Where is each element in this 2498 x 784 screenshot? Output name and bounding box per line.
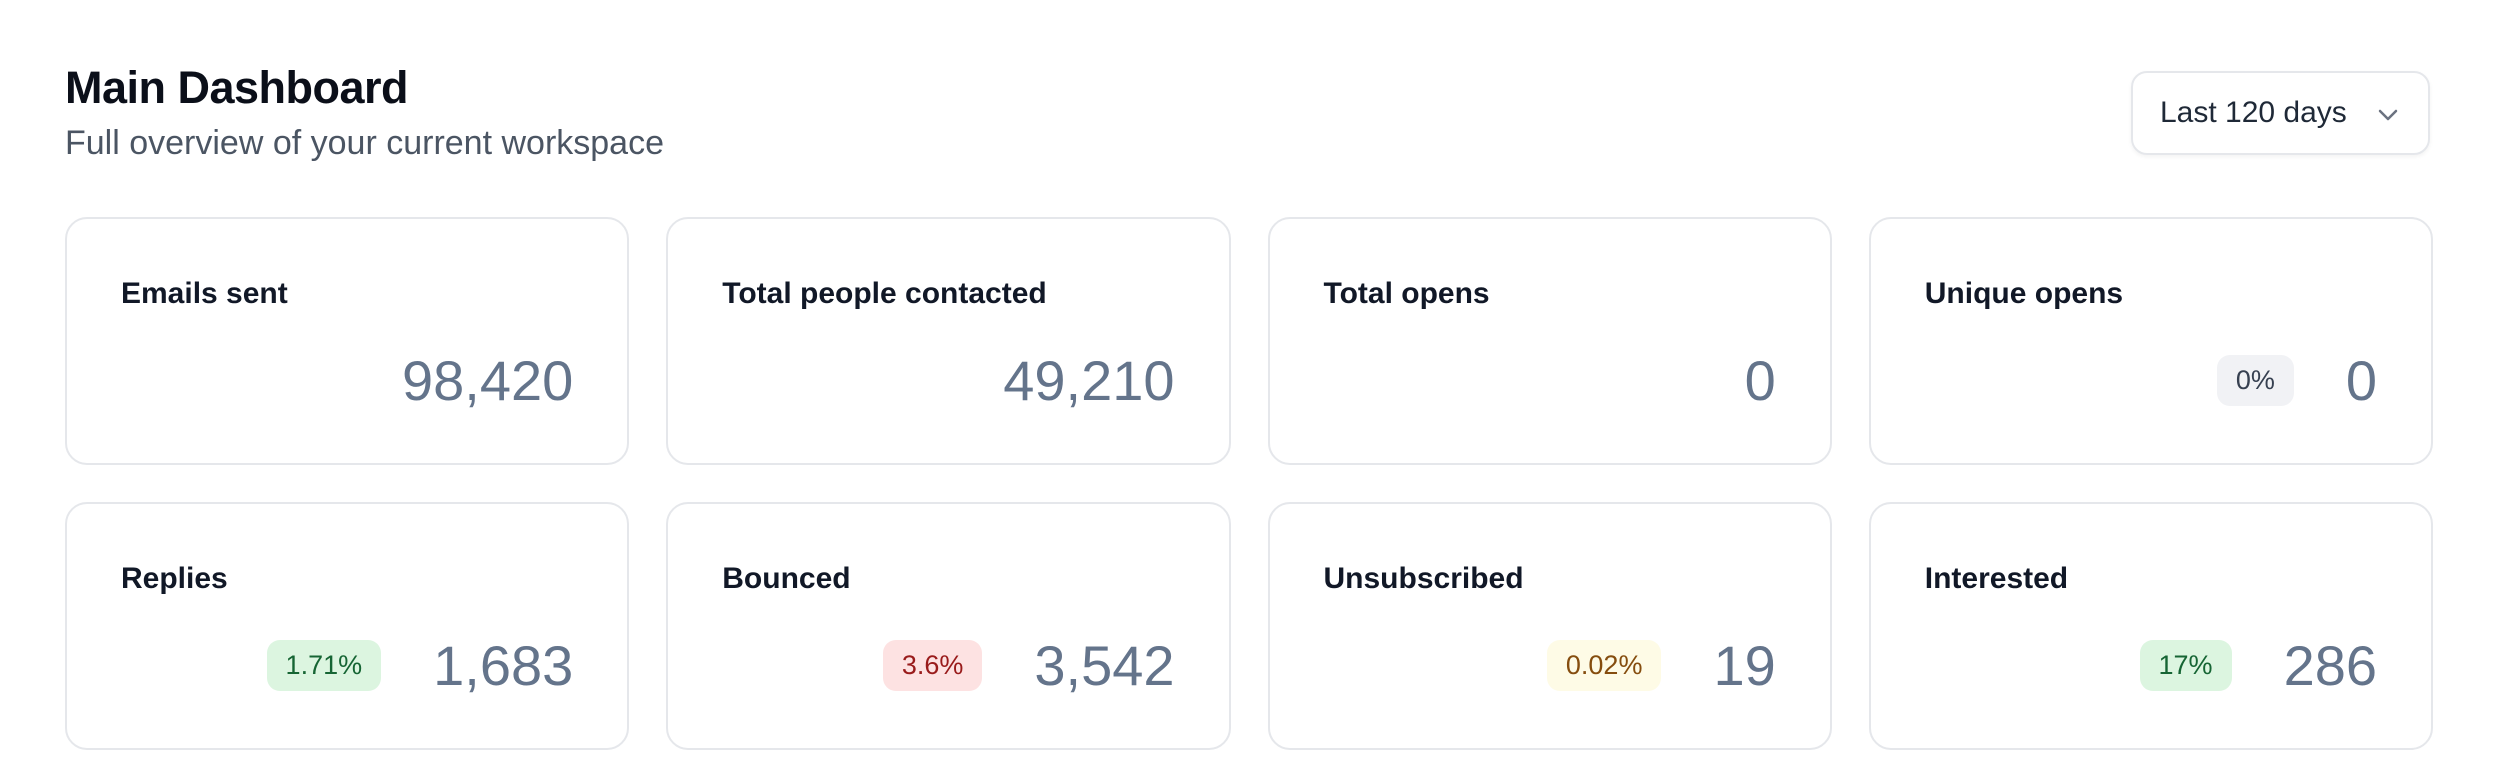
stat-row: 98,420 [402, 340, 573, 420]
stat-label: Emails sent [121, 277, 288, 310]
stat-badge: 0% [2216, 354, 2294, 406]
stat-value: 3,542 [1034, 633, 1175, 697]
chevron-icon [2378, 109, 2398, 121]
stat-label: Total people contacted [722, 277, 1047, 310]
stat-value: 19 [1713, 633, 1776, 697]
stat-row: 49,210 [1003, 340, 1174, 420]
stat-label: Unique opens [1924, 277, 2124, 310]
stat-badge: 17% [2139, 639, 2232, 691]
stat-badge: 0.02% [1546, 639, 1662, 691]
stat-card: Total people contacted 49,210 [666, 217, 1231, 465]
stat-label: Total opens [1323, 277, 1490, 310]
stat-label: Interested [1924, 562, 2069, 595]
stat-card: Total opens 0 [1267, 217, 1832, 465]
stat-card: Emails sent 98,420 [65, 217, 630, 465]
stat-badge: 1.71% [266, 639, 382, 691]
stat-row: 1.71% 1,683 [266, 625, 574, 705]
stat-value: 0 [2345, 348, 2377, 412]
stat-value: 1,683 [433, 633, 574, 697]
stat-value: 98,420 [401, 348, 574, 412]
page-subtitle: Full overview of your current workspace [65, 124, 665, 162]
stat-row: 17% 286 [2139, 625, 2377, 705]
stat-label: Unsubscribed [1323, 562, 1524, 595]
stat-card: Unsubscribed 0.02% 19 [1267, 502, 1832, 750]
stat-grid: Emails sent 98,420 Total people contacted 4… [65, 217, 2433, 750]
stat-badge: 3.6% [882, 639, 983, 691]
stat-row: 0 [1745, 340, 1776, 420]
stat-card: Unique opens 0% 0 [1868, 217, 2433, 465]
range-label: Last 120 days [2160, 96, 2347, 129]
stat-value: 286 [2283, 633, 2377, 697]
stat-label: Bounced [722, 562, 851, 595]
stat-card: Replies 1.71% 1,683 [65, 502, 630, 750]
stat-card: Interested 17% 286 [1868, 502, 2433, 750]
stat-card: Bounced 3.6% 3,542 [666, 502, 1231, 750]
stat-row: 0.02% 19 [1546, 625, 1776, 705]
stat-label: Replies [121, 562, 228, 595]
stat-row: 0% 0 [2216, 340, 2377, 420]
range-dropdown[interactable]: Last 120 days [2131, 71, 2430, 155]
stat-row: 3.6% 3,542 [882, 625, 1175, 705]
page-title: Main Dashboard [65, 62, 409, 113]
stat-value: 0 [1744, 348, 1776, 412]
stat-value: 49,210 [1003, 348, 1175, 412]
